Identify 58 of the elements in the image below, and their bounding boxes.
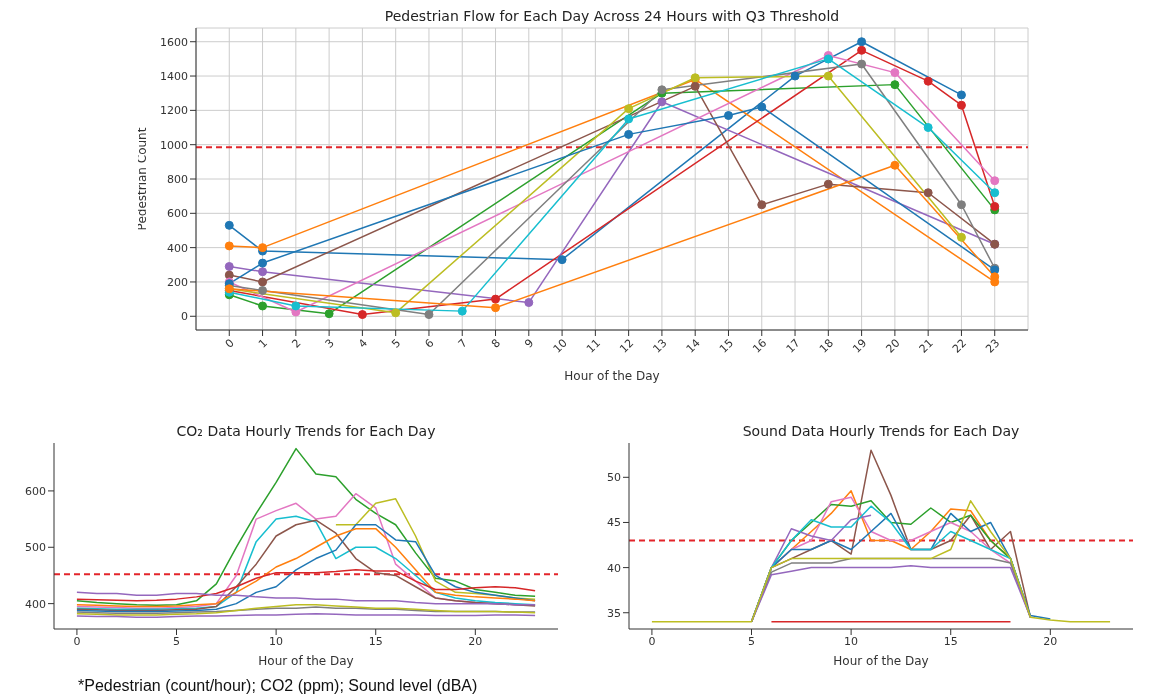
- x-axis-title: Hour of the Day: [258, 654, 354, 668]
- x-tick-label: 11: [583, 336, 603, 356]
- x-tick-label: 10: [269, 634, 284, 648]
- x-tick-label: 1: [256, 336, 271, 351]
- x-tick-label: 18: [816, 336, 836, 356]
- x-tick-label: 19: [850, 336, 870, 356]
- x-tick-label: 6: [422, 336, 437, 351]
- x-tick-label: 15: [943, 634, 958, 648]
- y-tick-label: 1600: [160, 35, 188, 49]
- y-tick-label: 45: [607, 516, 621, 530]
- text: *Pedestrian (count/hour); CO2 (ppm); Sound level (dBA): [78, 677, 479, 695]
- y-tick-label: 200: [167, 275, 188, 289]
- y-axis-title: Pedestrian Count: [135, 127, 150, 231]
- chart-title: Sound Data Hourly Trends for Each Day: [741, 423, 1021, 439]
- x-tick-label: 9: [522, 336, 537, 351]
- y-tick-label: 50: [607, 471, 621, 485]
- y-tick-label: 1000: [160, 138, 188, 152]
- x-axis-title: Hour of the Day: [833, 654, 929, 668]
- x-tick-label: 0: [222, 336, 237, 351]
- y-tick-label: 35: [607, 606, 621, 620]
- y-tick-label: 500: [25, 541, 46, 555]
- x-tick-label: 15: [368, 634, 383, 648]
- x-tick-label: 16: [750, 336, 770, 356]
- y-tick-label: 1200: [160, 104, 188, 118]
- x-tick-label: 5: [389, 336, 404, 351]
- x-tick-label: 23: [983, 336, 1003, 356]
- x-tick-label: 5: [173, 634, 181, 648]
- x-axis-title: Hour of the Day: [564, 369, 660, 383]
- y-tick-label: 600: [167, 207, 188, 221]
- x-tick-label: 17: [783, 336, 803, 356]
- x-tick-label: 20: [883, 336, 903, 356]
- x-tick-label: 21: [916, 336, 936, 356]
- chart-title: Pedestrian Flow for Each Day Across 24 Hours with Q3 Threshold: [383, 8, 841, 24]
- x-tick-label: 20: [468, 634, 483, 648]
- x-tick-label: 2: [289, 336, 304, 351]
- x-tick-label: 0: [73, 634, 81, 648]
- y-tick-label: 400: [167, 241, 188, 255]
- y-tick-label: 600: [25, 484, 46, 498]
- x-tick-label: 0: [648, 634, 656, 648]
- x-tick-label: 10: [550, 336, 570, 356]
- y-tick-label: 40: [607, 561, 621, 575]
- x-tick-label: 15: [717, 336, 737, 356]
- x-tick-label: 8: [489, 336, 504, 351]
- y-tick-label: 1400: [160, 69, 188, 83]
- x-tick-label: 14: [683, 336, 703, 356]
- x-tick-label: 4: [355, 336, 371, 351]
- x-tick-label: 5: [748, 634, 756, 648]
- x-tick-label: 22: [949, 336, 970, 356]
- x-tick-label: 7: [455, 336, 470, 351]
- chart-title: CO₂ Data Hourly Trends for Each Day: [175, 423, 437, 439]
- x-tick-label: 13: [650, 336, 670, 356]
- x-tick-label: 3: [322, 336, 337, 351]
- y-tick-label: 800: [167, 172, 188, 186]
- x-tick-label: 10: [844, 634, 859, 648]
- x-tick-label: 20: [1043, 634, 1058, 648]
- y-tick-label: 400: [25, 597, 46, 611]
- y-tick-label: 0: [181, 310, 188, 324]
- x-tick-label: 12: [617, 336, 637, 356]
